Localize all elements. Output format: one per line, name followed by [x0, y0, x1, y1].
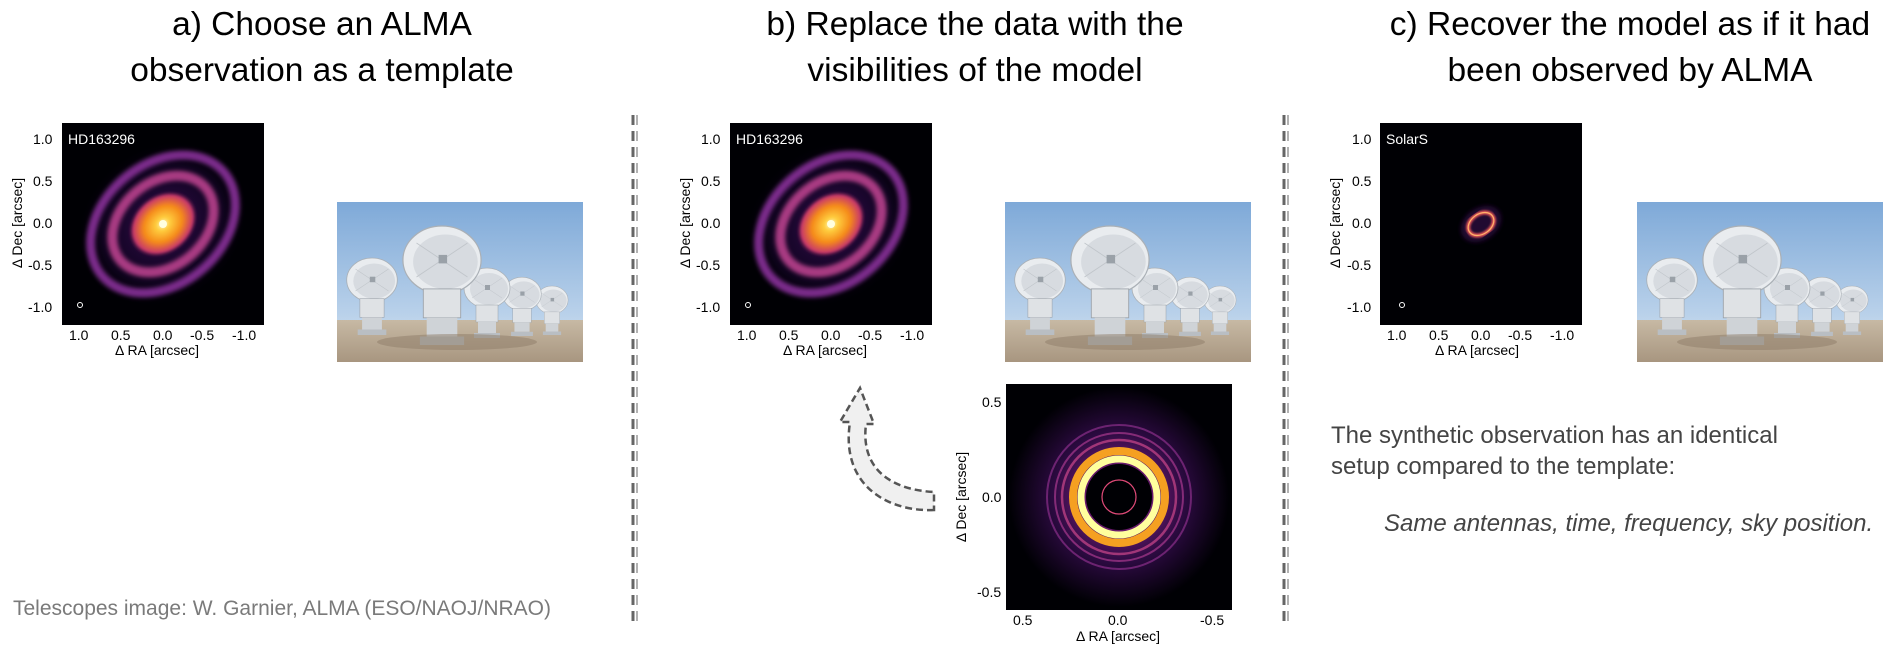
panel-label-c: SolarS — [1386, 131, 1429, 147]
y-axis-label: Δ Dec [arcsec] — [953, 451, 970, 543]
ytick: 1.0 — [701, 131, 721, 147]
column-a-title-line1: a) Choose an ALMA — [172, 6, 472, 43]
same-setup-note: Same antennas, time, frequency, sky posi… — [1384, 510, 1874, 537]
ytick: 0.0 — [982, 489, 1002, 505]
model-ring-image — [1006, 384, 1232, 610]
xtick: -1.0 — [1550, 327, 1575, 343]
column-separator-right — [1282, 115, 1289, 627]
panel-label-b: HD163296 — [736, 131, 803, 147]
ytick: 0.0 — [701, 215, 721, 231]
synthetic-observation-note: The synthetic observation has an identic… — [1331, 420, 1778, 482]
note-line1: The synthetic observation has an identic… — [1331, 422, 1778, 449]
ytick: -1.0 — [1347, 299, 1372, 315]
xtick: 0.5 — [111, 327, 131, 343]
curved-arrow-icon — [837, 385, 936, 512]
column-a-title-line2: observation as a template — [130, 52, 514, 89]
y-axis-label: Δ Dec [arcsec] — [1327, 177, 1344, 269]
column-c-title-line1: c) Recover the model as if it had — [1389, 6, 1871, 43]
xtick: 0.5 — [779, 327, 799, 343]
y-axis-label: Δ Dec [arcsec] — [9, 177, 26, 269]
xtick: 0.0 — [153, 327, 173, 343]
xtick: -0.5 — [1508, 327, 1533, 343]
image-credit: Telescopes image: W. Garnier, ALMA (ESO/… — [13, 597, 552, 620]
xtick: 1.0 — [737, 327, 757, 343]
hd163296-disk-image-b — [730, 123, 932, 325]
ytick: 0.5 — [701, 173, 721, 189]
column-b-title-line2: visibilities of the model — [807, 52, 1143, 89]
hd163296-disk-image-a — [62, 123, 264, 325]
ytick: 0.5 — [982, 394, 1002, 410]
xtick: 1.0 — [69, 327, 89, 343]
xtick: -0.5 — [858, 327, 883, 343]
xtick: -0.5 — [190, 327, 215, 343]
xtick: 0.5 — [1013, 612, 1033, 628]
alma-antennas-photo-c — [1637, 202, 1883, 362]
ytick: 1.0 — [33, 131, 53, 147]
column-a-title: a) Choose an ALMA observation as a templ… — [95, 2, 549, 94]
ytick: -1.0 — [696, 299, 721, 315]
xtick: -0.5 — [1200, 612, 1225, 628]
x-axis-label: Δ RA [arcsec] — [115, 342, 200, 358]
solars-synthetic-image — [1380, 123, 1582, 325]
xtick: 0.0 — [821, 327, 841, 343]
ytick: 0.0 — [1352, 215, 1372, 231]
ytick: -0.5 — [977, 584, 1002, 600]
y-axis-label: Δ Dec [arcsec] — [677, 177, 694, 269]
ytick: 1.0 — [1352, 131, 1372, 147]
xtick: -1.0 — [900, 327, 925, 343]
column-c-title: c) Recover the model as if it had been o… — [1370, 2, 1890, 94]
xtick: 1.0 — [1387, 327, 1407, 343]
x-axis-label: Δ RA [arcsec] — [783, 342, 868, 358]
ytick: -0.5 — [696, 257, 721, 273]
column-b-title-line1: b) Replace the data with the — [766, 6, 1184, 43]
x-axis-label: Δ RA [arcsec] — [1435, 342, 1520, 358]
xtick: 0.0 — [1108, 612, 1128, 628]
x-axis-label: Δ RA [arcsec] — [1076, 628, 1161, 644]
ytick: 0.0 — [33, 215, 53, 231]
column-b-title: b) Replace the data with the visibilitie… — [735, 2, 1215, 94]
ytick: 0.5 — [1352, 173, 1372, 189]
note-line2: setup compared to the template: — [1331, 453, 1676, 480]
panel-label-a: HD163296 — [68, 131, 135, 147]
xtick: -1.0 — [232, 327, 257, 343]
xtick: 0.5 — [1429, 327, 1449, 343]
alma-antennas-photo-a — [337, 202, 583, 362]
ytick: -0.5 — [28, 257, 53, 273]
column-separator-left — [631, 115, 638, 627]
column-c-title-line2: been observed by ALMA — [1447, 52, 1813, 89]
ytick: 0.5 — [33, 173, 53, 189]
xtick: 0.0 — [1471, 327, 1491, 343]
ytick: -1.0 — [28, 299, 53, 315]
alma-antennas-photo-b — [1005, 202, 1251, 362]
ytick: -0.5 — [1347, 257, 1372, 273]
